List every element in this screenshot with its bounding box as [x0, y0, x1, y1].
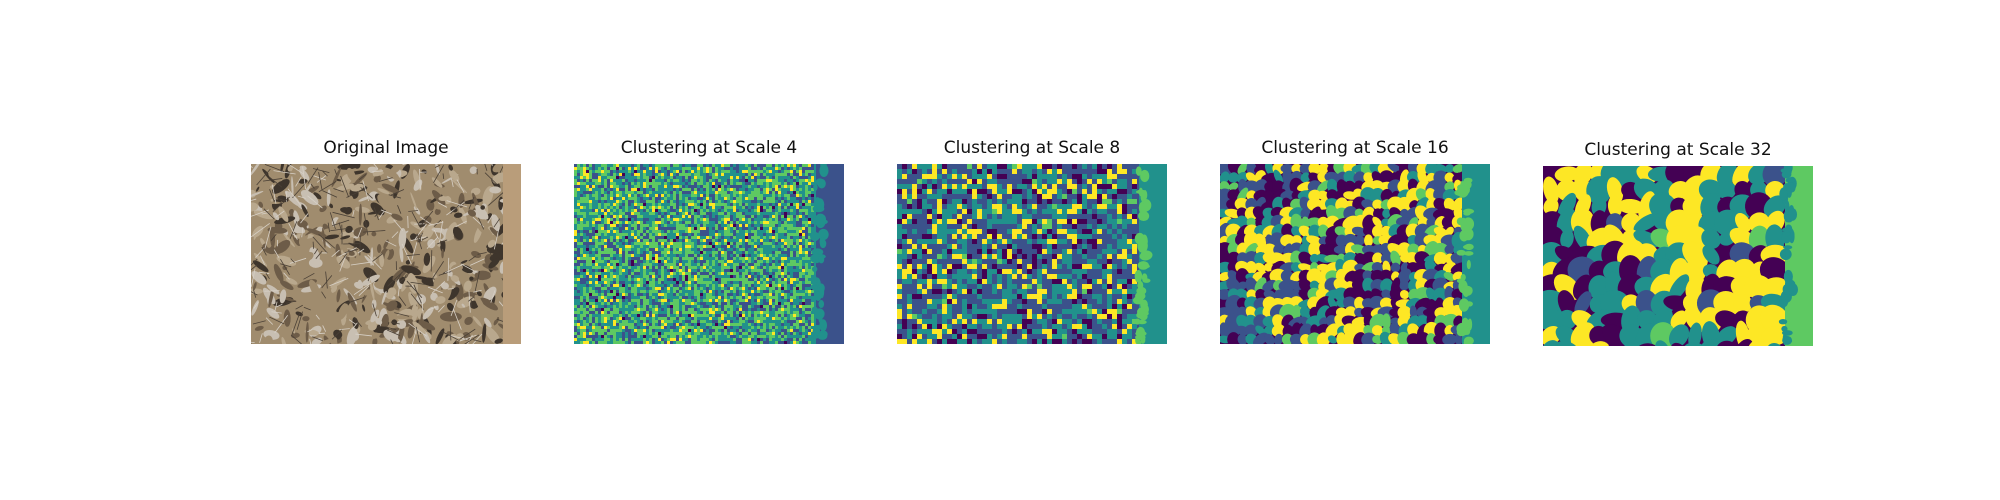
- panel-title: Clustering at Scale 16: [1261, 138, 1449, 158]
- panel-title: Original Image: [323, 138, 449, 158]
- panel-title: Clustering at Scale 4: [620, 138, 798, 158]
- cluster-map-scale-4: [574, 164, 844, 344]
- cluster-map-scale-32: [1543, 166, 1813, 346]
- cluster-map-scale-16: [1220, 164, 1490, 344]
- original-aerial-photo: [251, 164, 521, 344]
- cluster-map-scale-8: [897, 164, 1167, 344]
- panel-title: Clustering at Scale 32: [1584, 140, 1772, 160]
- panel-title: Clustering at Scale 8: [943, 138, 1121, 158]
